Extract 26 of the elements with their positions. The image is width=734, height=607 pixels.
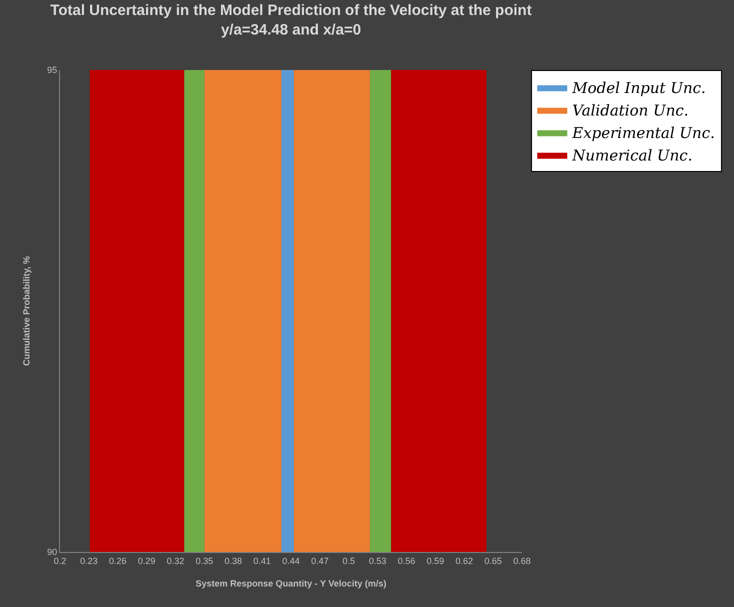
x-tick-label: 0.35 [196, 556, 214, 566]
x-tick-label: 0.68 [513, 556, 531, 566]
y-tick-label: 90 [47, 547, 58, 558]
x-tick-label: 0.62 [455, 556, 474, 566]
x-tick-label: 0.59 [426, 556, 444, 566]
legend-label: Validation Unc. [572, 102, 689, 120]
x-tick-label: 0.29 [138, 556, 156, 566]
y-tick-label: 95 [47, 65, 58, 76]
legend-label: Experimental Unc. [571, 124, 715, 142]
x-tick-label: 0.32 [166, 556, 184, 566]
x-tick-label: 0.2 [54, 556, 66, 566]
x-tick-label: 0.38 [224, 556, 242, 566]
x-tick-label: 0.26 [108, 556, 127, 566]
chart-title: Total Uncertainty in the Model Prediction of the Velocity at the point y/a=34.48 and x/a=0 [50, 2, 532, 39]
x-tick-label: 0.41 [253, 556, 271, 566]
x-tick-label: 0.53 [368, 556, 386, 566]
x-tick-label: 0.23 [80, 556, 98, 566]
x-tick-label: 0.5 [342, 556, 356, 566]
legend-label: Numerical Unc. [571, 146, 692, 165]
x-axis-title: System Response Quantity - Y Velocity (m/s) [196, 578, 386, 589]
x-tick-label: 0.65 [484, 556, 502, 566]
y-axis-title: Cumulative Probability, % [22, 256, 32, 366]
x-tick-label: 0.56 [398, 556, 416, 566]
x-tick-label: 0.47 [311, 556, 329, 566]
x-tick-label: 0.44 [282, 556, 300, 566]
legend-label: Model Input Unc. [571, 79, 706, 98]
